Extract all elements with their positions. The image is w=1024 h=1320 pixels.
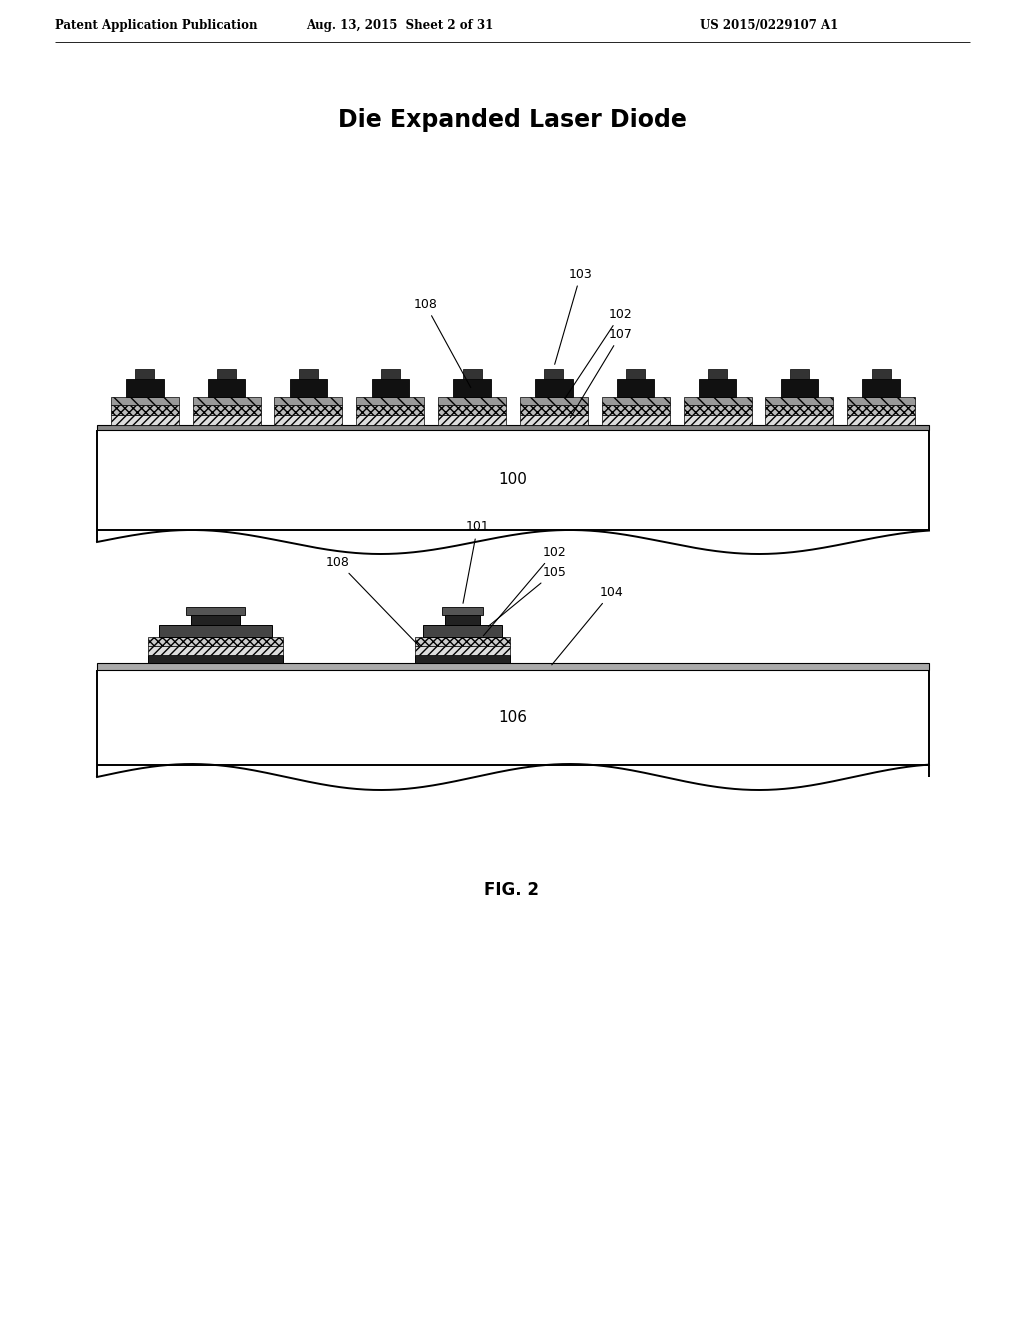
Bar [356,414,424,425]
Text: 102: 102 [483,545,566,636]
Bar [438,414,506,425]
Bar [274,397,342,405]
Bar [208,379,246,397]
Bar [780,379,818,397]
Bar [356,397,424,405]
Bar [520,414,588,425]
Text: FIG. 2: FIG. 2 [484,880,540,899]
Bar [765,414,834,425]
Bar [708,370,727,379]
Bar [602,405,670,414]
Bar [454,379,490,397]
Bar [520,397,588,405]
Bar [847,405,915,414]
Text: 106: 106 [499,710,527,725]
Bar [684,397,752,405]
Bar [217,370,237,379]
Bar [193,397,261,405]
Bar [847,397,915,405]
Bar [520,405,588,414]
Bar [765,397,834,405]
Bar [698,379,736,397]
Bar [185,607,245,615]
Bar [445,615,479,624]
Text: Aug. 13, 2015  Sheet 2 of 31: Aug. 13, 2015 Sheet 2 of 31 [306,18,494,32]
Bar [463,370,481,379]
Bar [684,405,752,414]
Bar [602,414,670,425]
Bar [381,370,399,379]
Bar [356,405,424,414]
Text: 107: 107 [570,327,633,417]
Bar [790,370,809,379]
Text: 100: 100 [499,473,527,487]
Bar [111,397,179,405]
Text: 102: 102 [565,308,633,397]
Bar [290,379,327,397]
Text: 104: 104 [552,586,624,665]
Text: 105: 105 [488,565,566,626]
Text: US 2015/0229107 A1: US 2015/0229107 A1 [700,18,839,32]
Bar [441,607,483,615]
Bar [415,638,510,645]
Bar [536,379,572,397]
Bar [148,655,283,663]
Bar [193,414,261,425]
Bar [438,397,506,405]
Bar [627,370,645,379]
Bar [274,414,342,425]
Bar [98,432,928,531]
Bar [159,624,272,638]
Bar [438,405,506,414]
Bar [847,414,915,425]
Bar [193,405,261,414]
Bar [862,379,900,397]
Bar [602,397,670,405]
Bar [111,414,179,425]
Bar [126,379,164,397]
Bar [97,425,929,430]
Bar [111,405,179,414]
Bar [148,638,283,645]
Text: Die Expanded Laser Diode: Die Expanded Laser Diode [338,108,686,132]
Text: Patent Application Publication: Patent Application Publication [55,18,257,32]
Bar [191,615,240,624]
Text: 108: 108 [326,556,419,645]
Bar [415,645,510,655]
Bar [148,645,283,655]
Text: 103: 103 [555,268,593,364]
Bar [765,405,834,414]
Text: 101: 101 [463,520,489,603]
Bar [871,370,891,379]
Bar [545,370,563,379]
Bar [299,370,318,379]
Bar [98,671,928,766]
Bar [274,405,342,414]
Text: 108: 108 [414,297,471,388]
Bar [684,414,752,425]
Bar [135,370,155,379]
Bar [617,379,654,397]
Bar [97,663,929,671]
Bar [415,655,510,663]
Bar [423,624,503,638]
Bar [372,379,409,397]
